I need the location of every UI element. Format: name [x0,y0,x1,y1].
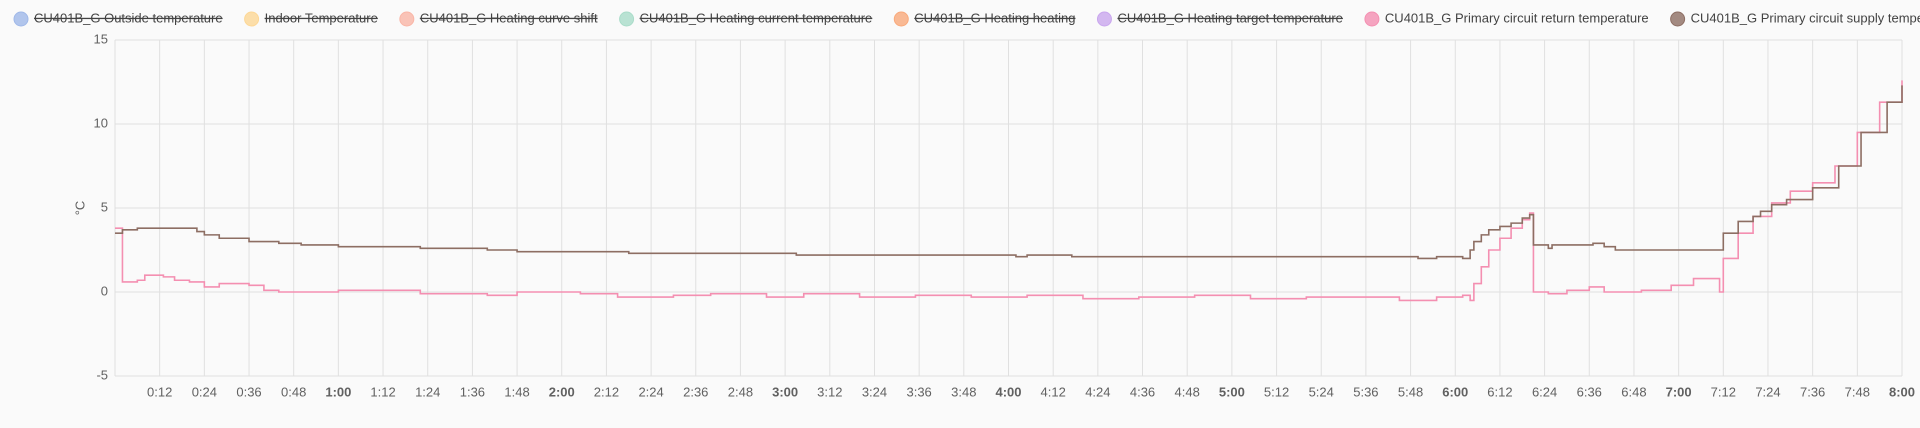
x-tick-label: 5:36 [1353,384,1378,399]
y-axis-label: °C [72,201,87,216]
x-tick-label: 4:00 [995,384,1021,399]
legend-swatch [13,11,29,27]
x-tick-label: 8:00 [1889,384,1915,399]
x-tick-label: 5:24 [1309,384,1334,399]
legend-label: CU401B_G Heating current temperature [640,10,873,25]
y-tick-label: 10 [94,115,108,130]
x-tick-label: 3:24 [862,384,887,399]
x-tick-label: 4:36 [1130,384,1155,399]
legend-item[interactable]: CU401B_G Outside temperature [13,10,223,27]
x-tick-label: 6:00 [1442,384,1468,399]
y-tick-label: 0 [101,283,108,298]
x-tick-label: 2:12 [594,384,619,399]
legend-item[interactable]: CU401B_G Heating curve shift [399,10,598,27]
x-tick-label: 3:36 [906,384,931,399]
legend-item[interactable]: CU401B_G Primary circuit supply temperat… [1670,10,1920,27]
x-tick-label: 7:00 [1666,384,1692,399]
legend-item[interactable]: CU401B_G Primary circuit return temperat… [1364,10,1649,27]
legend-label: CU401B_G Heating curve shift [420,10,598,25]
legend-swatch [399,11,415,27]
legend-item[interactable]: Indoor Temperature [244,10,378,27]
x-tick-label: 7:48 [1845,384,1870,399]
x-tick-label: 1:36 [460,384,485,399]
x-tick-label: 1:12 [370,384,395,399]
series-line [115,85,1903,260]
x-tick-label: 1:00 [325,384,351,399]
legend-item[interactable]: CU401B_G Heating target temperature [1096,10,1343,27]
legend-label: CU401B_G Heating heating [914,10,1075,25]
legend-label: Indoor Temperature [265,10,378,25]
x-tick-label: 4:12 [1041,384,1066,399]
x-tick-label: 2:00 [549,384,575,399]
x-tick-label: 6:12 [1487,384,1512,399]
x-tick-label: 6:24 [1532,384,1557,399]
legend-swatch [244,11,260,27]
series-line [115,80,1903,302]
legend-label: CU401B_G Outside temperature [34,10,223,25]
legend-swatch [619,11,635,27]
x-tick-label: 1:24 [415,384,440,399]
x-tick-label: 5:00 [1219,384,1245,399]
x-tick-label: 5:48 [1398,384,1423,399]
x-tick-label: 3:48 [951,384,976,399]
x-tick-label: 6:48 [1621,384,1646,399]
x-tick-label: 2:36 [683,384,708,399]
legend-item[interactable]: CU401B_G Heating heating [893,10,1075,27]
x-tick-label: 7:12 [1711,384,1736,399]
y-tick-label: -5 [96,367,108,382]
x-tick-label: 2:48 [728,384,753,399]
x-tick-label: 0:24 [192,384,217,399]
legend-swatch [893,11,909,27]
x-tick-label: 5:12 [1264,384,1289,399]
x-tick-label: 7:36 [1800,384,1825,399]
x-tick-label: 0:48 [281,384,306,399]
x-tick-label: 0:36 [236,384,261,399]
y-tick-label: 5 [101,199,108,214]
legend-label: CU401B_G Primary circuit supply temperat… [1691,10,1920,25]
legend-label: CU401B_G Heating target temperature [1117,10,1342,25]
y-tick-label: 15 [94,31,108,46]
x-tick-label: 0:12 [147,384,172,399]
x-tick-label: 4:48 [1175,384,1200,399]
legend-swatch [1096,11,1112,27]
legend-swatch [1364,11,1380,27]
x-tick-label: 3:00 [772,384,798,399]
x-tick-label: 6:36 [1577,384,1602,399]
legend: CU401B_G Outside temperature Indoor Tempe… [13,10,1920,27]
x-tick-label: 2:24 [638,384,663,399]
x-tick-label: 1:48 [504,384,529,399]
legend-label: CU401B_G Primary circuit return temperat… [1385,10,1649,25]
legend-item[interactable]: CU401B_G Heating current temperature [619,10,873,27]
legend-swatch [1670,11,1686,27]
x-tick-label: 3:12 [817,384,842,399]
x-tick-label: 7:24 [1755,384,1780,399]
x-tick-label: 4:24 [1085,384,1110,399]
